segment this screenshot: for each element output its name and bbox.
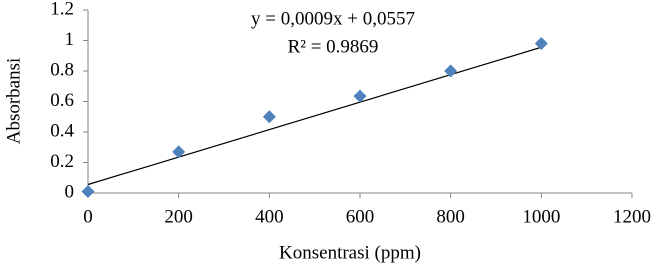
y-tick-label: 0.2 xyxy=(50,151,74,172)
r-squared: R² = 0.9869 xyxy=(288,36,379,57)
x-tick-label: 800 xyxy=(436,206,465,227)
trendline-equation: y = 0,0009x + 0,0557 xyxy=(251,8,415,29)
x-tick-label: 1000 xyxy=(522,206,560,227)
x-tick-label: 0 xyxy=(83,206,93,227)
data-point xyxy=(81,184,95,198)
y-tick-label: 0.6 xyxy=(50,90,74,111)
data-point xyxy=(534,37,548,51)
y-tick-label: 1 xyxy=(65,29,75,50)
data-point xyxy=(353,89,367,103)
y-tick-label: 0.8 xyxy=(50,59,74,80)
y-axis-label: Absorbansi xyxy=(3,58,24,145)
data-point xyxy=(444,64,458,78)
y-tick-label: 0 xyxy=(65,181,75,202)
data-point xyxy=(172,145,186,159)
x-axis-label: Konsentrasi (ppm) xyxy=(279,242,421,263)
y-tick-label: 0.4 xyxy=(50,120,74,141)
x-tick-label: 1200 xyxy=(613,206,651,227)
y-tick-label: 1.2 xyxy=(50,0,74,19)
x-tick-label: 600 xyxy=(346,206,375,227)
trendline xyxy=(87,46,542,186)
x-tick-label: 400 xyxy=(255,206,284,227)
data-point xyxy=(262,110,276,124)
x-tick-label: 200 xyxy=(164,206,193,227)
